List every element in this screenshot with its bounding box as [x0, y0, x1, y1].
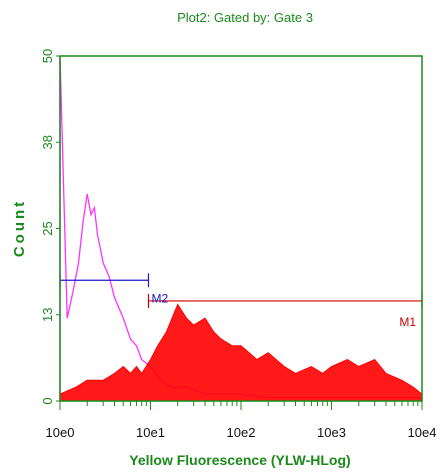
y-tick-label: 38 [40, 135, 55, 149]
x-tick-label: 10e2 [227, 425, 256, 440]
x-axis-ticks: 10e0 10e1 10e2 10e3 10e4 [46, 401, 437, 440]
x-tick-label: 10e1 [136, 425, 165, 440]
marker-layer: M1 M2 [59, 273, 423, 329]
marker-m1[interactable]: M1 [147, 293, 423, 329]
y-axis-label: Count [11, 199, 28, 257]
marker-m2[interactable]: M2 [59, 273, 168, 305]
x-axis-label: Yellow Fluorescence (YLW-HLog) [129, 452, 350, 468]
chart-title: Plot2: Gated by: Gate 3 [177, 10, 313, 25]
y-axis-ticks: 0 13 25 38 50 [40, 49, 60, 405]
x-tick-label: 10e0 [46, 425, 75, 440]
x-tick-label: 10e4 [408, 425, 437, 440]
marker-label: M1 [399, 315, 416, 329]
y-tick-label: 0 [40, 397, 55, 404]
y-tick-label: 50 [40, 49, 55, 63]
histogram-series-1 [59, 303, 423, 401]
y-tick-label: 13 [40, 308, 55, 322]
x-tick-label: 10e3 [317, 425, 346, 440]
y-tick-label: 25 [40, 221, 55, 235]
marker-label: M2 [151, 291, 168, 305]
series-layer [59, 55, 423, 401]
